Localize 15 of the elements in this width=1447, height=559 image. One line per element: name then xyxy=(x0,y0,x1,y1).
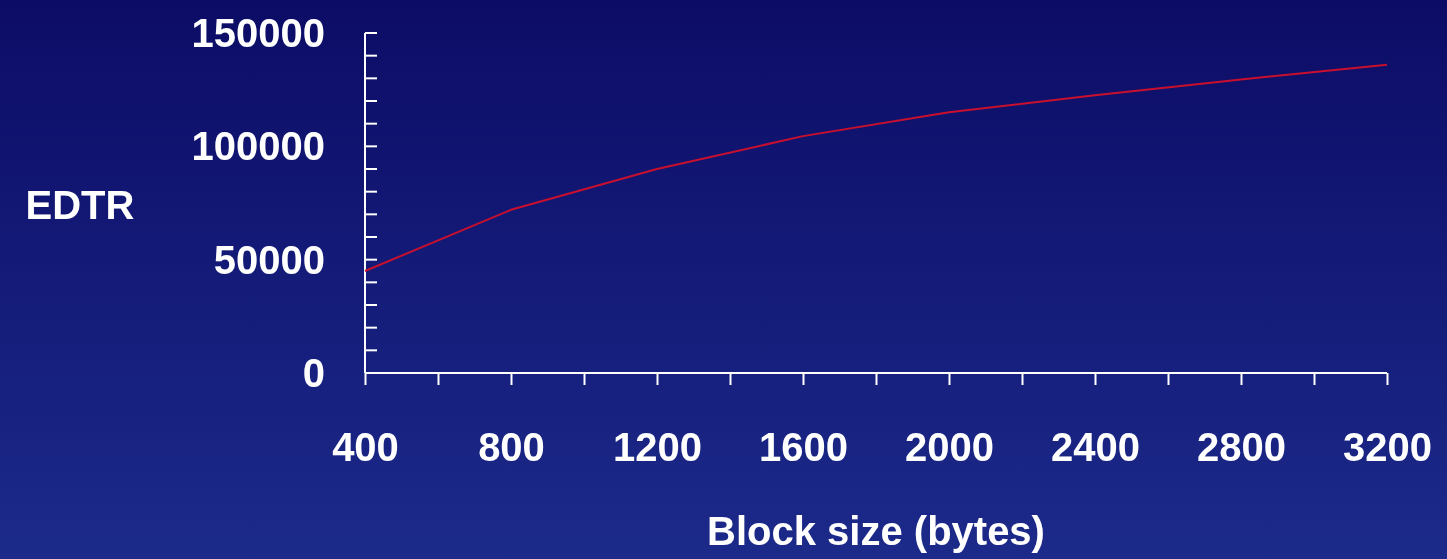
x-tick-label: 400 xyxy=(332,425,399,470)
x-tick-label: 1600 xyxy=(759,425,848,470)
x-tick-label: 3200 xyxy=(1343,425,1432,470)
x-tick-label: 800 xyxy=(478,425,545,470)
x-tick-label: 2400 xyxy=(1051,425,1140,470)
y-axis-title: EDTR xyxy=(25,183,135,227)
x-tick-label: 2800 xyxy=(1197,425,1286,470)
y-tick-label: 150000 xyxy=(191,11,325,55)
x-tick-label: 1200 xyxy=(613,425,702,470)
y-tick-label: 0 xyxy=(302,351,325,395)
y-tick-label: 100000 xyxy=(191,124,325,169)
x-axis-title: Block size (bytes) xyxy=(707,509,1045,553)
line-series xyxy=(364,63,1388,272)
y-tick-label: 50000 xyxy=(213,237,325,282)
x-tick-label: 2000 xyxy=(905,425,994,470)
